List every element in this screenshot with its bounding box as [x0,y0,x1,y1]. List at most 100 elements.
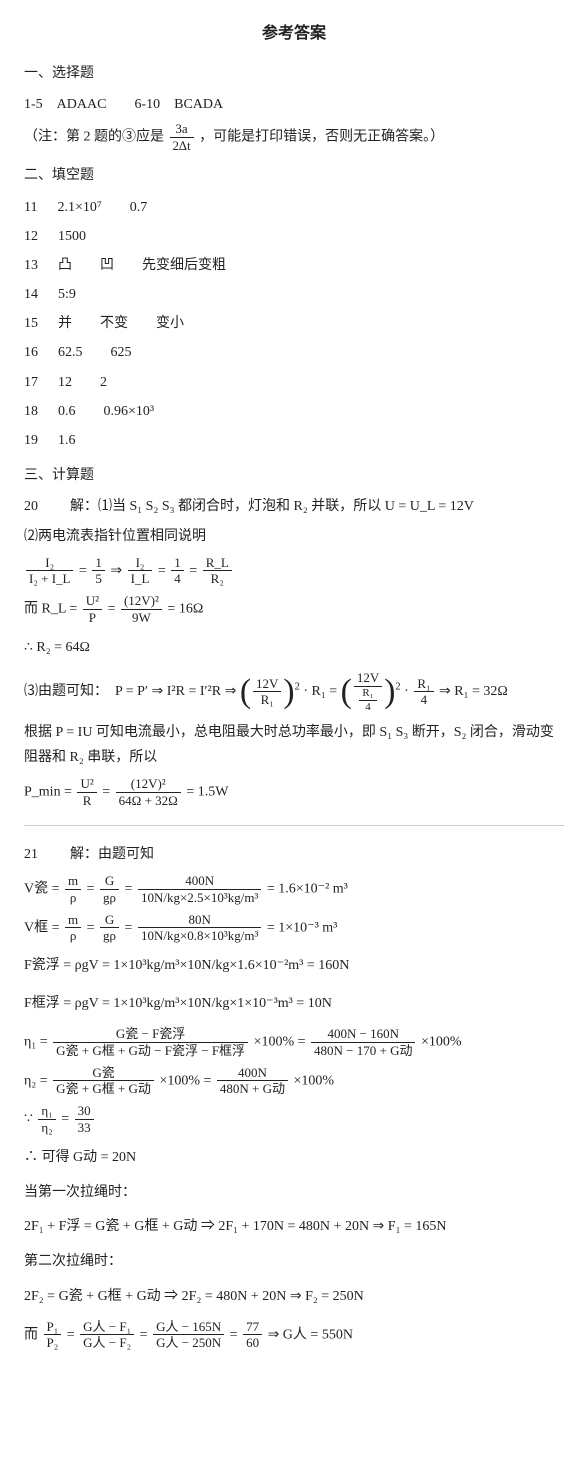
pre: 而 R_L = [24,602,77,617]
q20-p3: ⑶由题可知： P = P′ ⇒ I²R = I′²R ⇒ (12VR₁)2 · … [24,670,564,714]
d: R₂ [203,571,232,587]
n: G [100,873,119,890]
q21-ratio: ∵ η₁η₂ = 3033 [24,1103,564,1136]
divider [24,825,564,826]
fill-19: 191.6 [24,428,564,453]
d: 4 [359,701,376,714]
n: R₁ [414,676,433,693]
d: 5 [92,571,105,587]
d: G人 − F₂ [80,1335,134,1351]
q21-t2: 第二次拉绳时： [24,1249,564,1274]
section-2-head: 二、填空题 [24,163,564,188]
d: 33 [75,1120,94,1136]
r: = 1×10⁻³ m³ [267,920,337,935]
n: G [100,912,119,929]
note-frac: 3a 2∆t [170,121,194,153]
n: η₁ [38,1103,55,1120]
d: ρ [65,890,81,906]
r: = 1.6×10⁻² m³ [267,881,348,896]
d: ρ [65,928,81,944]
d: R₁ [253,692,281,708]
q21-f2: F框浮 = ρgV = 1×10³kg/m³×10N/kg×1×10⁻³m³ =… [24,988,564,1020]
d: I_L [128,571,153,587]
res: = 16Ω [167,602,203,617]
q21-t1: 当第一次拉绳时： [24,1180,564,1205]
num: 14 [24,287,38,302]
q21-v2: V框 = mρ = Ggρ = 80N10N/kg×0.8×10³kg/m³ =… [24,912,564,945]
d: 9W [121,610,162,626]
l: η₁ = [24,1035,48,1050]
q21-eta2: η₂ = G瓷G瓷 + G框 + G动 ×100% = 400N480N + G… [24,1065,564,1098]
section-1-head: 一、选择题 [24,61,564,86]
num: 18 [24,404,38,419]
d: 4 [414,692,433,708]
d: 480N + G动 [217,1081,288,1097]
num: 19 [24,433,38,448]
val: 12 2 [58,375,107,390]
q20-p4: 根据 P = IU 可知电流最小，总电阻最大时总功率最小，即 S₁ S₃ 断开，… [24,720,564,770]
mc-note: （注：第 2 题的③应是 3a 2∆t ，可能是打印错误，否则无正确答案。） [24,121,564,153]
d: 10N/kg×0.8×10³kg/m³ [138,928,261,944]
n: G瓷 − F瓷浮 [53,1026,248,1043]
fill-17: 1712 2 [24,370,564,395]
d: G瓷 + G框 + G动 [53,1081,154,1097]
n: P₁ [44,1319,62,1336]
q20-eq1: I₂I₂ + I_L = 15 ⇒ I₂I_L = 14 = R_LR₂ [24,555,564,588]
d: 64Ω + 32Ω [116,793,181,809]
fill-16: 1662.5 625 [24,340,564,365]
d: gρ [100,928,119,944]
mid: · R₁ = [303,684,337,699]
fill-13: 13凸 凹 先变细后变粗 [24,253,564,278]
l: ∵ [24,1112,33,1127]
num: 13 [24,258,38,273]
section-3-head: 三、计算题 [24,463,564,488]
d: I₂ + I_L [26,571,73,587]
n: 80N [138,912,261,929]
page-title: 参考答案 [24,20,564,49]
fill-11: 11 2.1×10⁷ 0.7 [24,195,564,220]
fill-15: 15并 不变 变小 [24,311,564,336]
pre: ⑶由题可知： P = P′ ⇒ I²R = I′²R ⇒ [24,684,236,699]
eq: = [61,1112,69,1127]
d: 480N − 170 + G动 [311,1043,415,1059]
d: G人 − 250N [153,1335,224,1351]
n: 77 [243,1319,262,1336]
note-post: ，可能是打印错误，否则无正确答案。） [199,129,444,144]
q21-fin: 而 P₁P₂ = G人 − F₁G人 − F₂ = G人 − 165NG人 − … [24,1319,564,1352]
eq: = [67,1327,75,1342]
n: G人 − F₁ [80,1319,134,1336]
n: m [65,873,81,890]
q20-p2: ⑵两电流表指针位置相同说明 [24,524,564,549]
n: U² [77,776,96,793]
mid: ×100% = [254,1035,306,1050]
n: U² [83,593,102,610]
q21-t2e: 2F₂ = G瓷 + G框 + G动 ⇒ 2F₂ = 480N + 20N ⇒ … [24,1281,564,1313]
n: G瓷 [53,1065,154,1082]
n: R_L [203,555,232,572]
res: = 1.5W [186,785,228,800]
r: ×100% [421,1035,462,1050]
n: 400N [217,1065,288,1082]
n: I₂ [128,555,153,572]
d: gρ [100,890,119,906]
n: R₁ [359,687,376,701]
lhs: P_min = [24,785,72,800]
mid: ×100% = [159,1073,211,1088]
val: 2.1×10⁷ 0.7 [57,200,147,215]
d: P₂ [44,1335,62,1351]
n: 30 [75,1103,94,1120]
d: 4 [171,571,184,587]
d: η₂ [38,1120,55,1136]
num: 11 [24,200,37,215]
d: 60 [243,1335,262,1351]
d: P [83,610,102,626]
num: 16 [24,345,38,360]
q21-eta1: η₁ = G瓷 − F瓷浮G瓷 + G框 + G动 − F瓷浮 − F框浮 ×1… [24,1026,564,1059]
val: 0.6 0.96×10³ [58,404,154,419]
q20-eq3: ∴ R₂ = 64Ω [24,632,564,664]
note-frac-den: 2∆t [170,138,194,154]
fill-14: 145:9 [24,282,564,307]
val: 1500 [58,229,86,244]
n: (12V)² [116,776,181,793]
num: 12 [24,229,38,244]
